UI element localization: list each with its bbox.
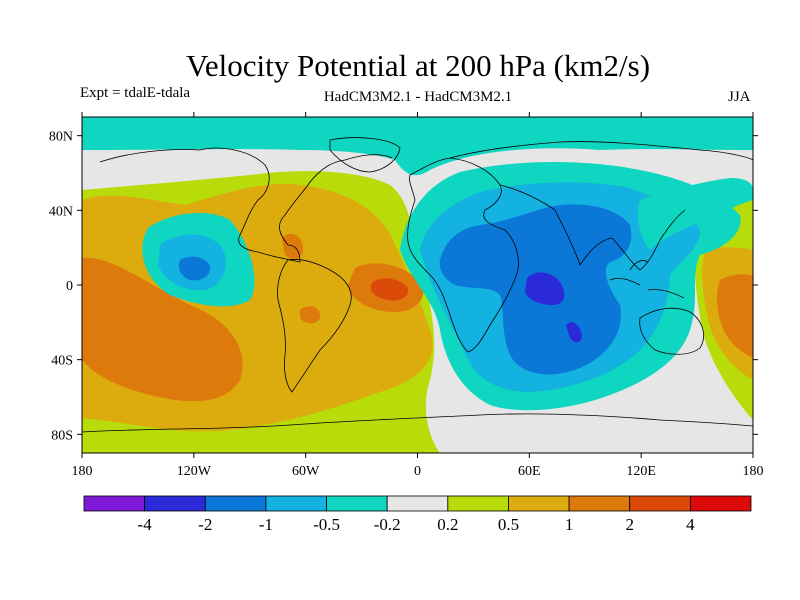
- coast-asia: [449, 141, 753, 271]
- x-tick-label: 60W: [292, 464, 320, 479]
- colorbar-swatch: [568, 495, 631, 512]
- colorbar-swatch: [447, 495, 509, 512]
- colorbar-swatch: [386, 495, 449, 512]
- colorbar-label: -1: [259, 515, 273, 534]
- y-tick-label: 0: [66, 279, 73, 294]
- coastlines: [82, 137, 753, 433]
- contour-1-band-west: [82, 257, 243, 402]
- colorbar-swatch: [689, 495, 752, 512]
- coast-greenland: [329, 137, 401, 173]
- contour-pacific-negative-core: [178, 256, 211, 281]
- colorbar-label: -2: [198, 515, 212, 534]
- colorbar-swatch: [204, 495, 267, 512]
- colorbar-label: 1: [565, 515, 574, 534]
- colorbar-swatch: [629, 495, 691, 512]
- coast-antarctica: [82, 413, 753, 433]
- y-tick-label: 40S: [51, 354, 73, 369]
- experiment-label: Expt = tdalE-tdala: [80, 85, 190, 101]
- colorbar-label: 0.5: [498, 515, 519, 534]
- coast-north-america: [99, 147, 393, 263]
- colorbar: -4 -2 -1 -0.5 -0.2 0.2 0.5 1 2 4: [83, 495, 752, 534]
- y-tick-label: 40N: [49, 204, 73, 219]
- x-tick-label: 0: [414, 464, 421, 479]
- contour-1-band-brazil: [300, 306, 321, 324]
- contour-indian-ocean-minimum-south: [566, 322, 582, 343]
- colorbar-swatch: [144, 495, 206, 512]
- x-tick-label: 60E: [518, 464, 541, 479]
- season-label: JJA: [728, 89, 751, 105]
- x-tick-label: 180: [72, 464, 93, 479]
- coast-south-america: [277, 259, 352, 393]
- colorbar-label: 4: [686, 515, 695, 534]
- colorbar-swatch: [326, 495, 388, 512]
- colorbar-label: -0.2: [374, 515, 401, 534]
- colorbar-swatch: [265, 495, 327, 512]
- x-tick-label: 120E: [626, 464, 656, 479]
- y-tick-label: 80N: [49, 130, 73, 145]
- colorbar-swatch: [508, 495, 570, 512]
- map-field: [82, 117, 753, 453]
- x-tick-label: 180: [743, 464, 764, 479]
- contour-indian-ocean-minimum: [525, 272, 565, 305]
- colorbar-label: -4: [138, 515, 153, 534]
- contour-arctic-band: [82, 117, 753, 176]
- x-axis: 180 120W 60W 0 60E 120E 180: [72, 112, 764, 479]
- figure-title: Velocity Potential at 200 hPa (km2/s): [186, 48, 650, 83]
- contour-west-pacific-negative: [638, 178, 753, 250]
- colorbar-swatch: [83, 495, 146, 512]
- colorbar-label: 2: [625, 515, 634, 534]
- model-label: HadCM3M2.1 - HadCM3M2.1: [324, 89, 512, 105]
- colorbar-label: 0.2: [437, 515, 458, 534]
- contour-2-band-atlantic: [370, 278, 409, 301]
- coast-maritime-continent: [609, 260, 685, 299]
- contour-east-pacific-positive-core: [717, 274, 753, 358]
- y-tick-label: 80S: [51, 428, 73, 443]
- coast-australia: [639, 307, 704, 355]
- x-tick-label: 120W: [177, 464, 212, 479]
- contour-1-band-america: [282, 233, 304, 260]
- colorbar-label: -0.5: [313, 515, 340, 534]
- y-axis: 80N 40N 0 40S 80S: [49, 130, 758, 443]
